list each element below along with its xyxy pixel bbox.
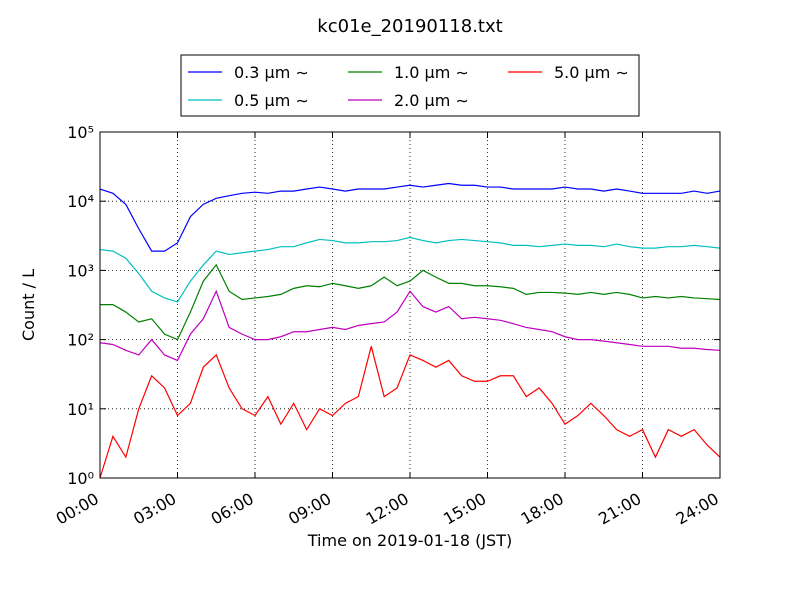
legend-label: 1.0 μm ∼ <box>394 63 469 82</box>
legend-label: 5.0 μm ∼ <box>554 63 629 82</box>
x-tick-label: 15:00 <box>440 489 489 529</box>
x-tick-label: 21:00 <box>595 489 644 529</box>
x-tick-label: 18:00 <box>518 489 567 529</box>
x-axis-label: Time on 2019-01-18 (JST) <box>307 531 512 550</box>
legend-label: 0.3 μm ∼ <box>234 63 309 82</box>
legend-label: 2.0 μm ∼ <box>394 91 469 110</box>
y-axis-label: Count / L <box>19 269 38 341</box>
y-tick-label: 10² <box>67 331 94 350</box>
data-line <box>99 236 721 303</box>
data-line <box>99 289 721 362</box>
x-tick-label: 12:00 <box>363 489 412 529</box>
plot-frame <box>99 131 721 479</box>
y-tick-label: 10⁵ <box>67 123 94 142</box>
data-line <box>100 263 721 341</box>
x-tick-label: 09:00 <box>285 489 334 529</box>
legend-label: 0.5 μm ∼ <box>234 91 309 110</box>
y-tick-label: 10⁰ <box>67 469 94 488</box>
chart-title: kc01e_20190118.txt <box>317 16 502 37</box>
y-tick-label: 10³ <box>67 261 94 280</box>
y-tick-label: 10⁴ <box>67 192 94 211</box>
data-line <box>99 182 721 252</box>
x-tick-label: 24:00 <box>673 489 722 529</box>
y-tick-label: 10¹ <box>67 400 94 419</box>
x-tick-label: 06:00 <box>208 489 257 529</box>
x-tick-label: 00:00 <box>53 489 102 529</box>
x-tick-label: 03:00 <box>130 489 179 529</box>
legend-box <box>180 54 640 117</box>
data-line <box>99 346 721 479</box>
